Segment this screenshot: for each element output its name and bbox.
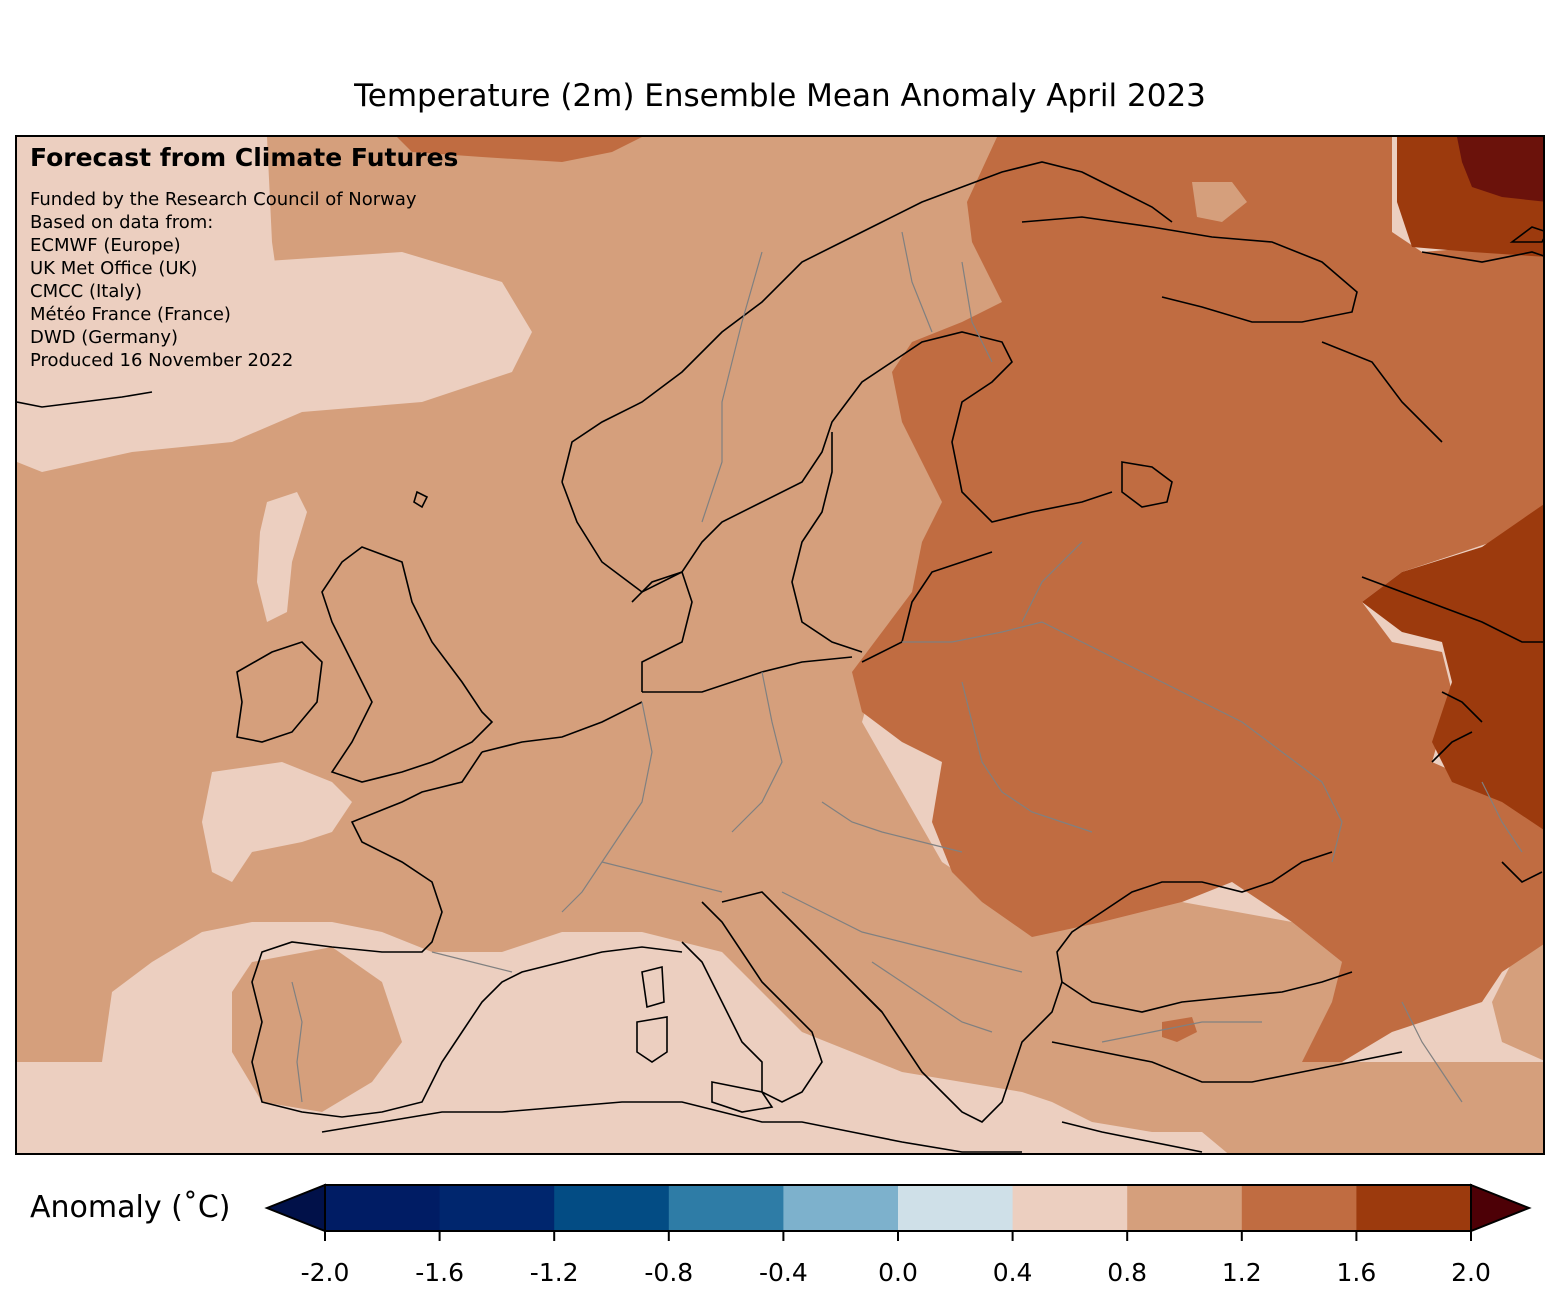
anomaly-region-0.8-1.2-turkey (1162, 1017, 1197, 1042)
info-line-ecmwf: ECMWF (Europe) (30, 235, 181, 256)
colorbar-under-arrow (264, 1183, 326, 1233)
colorbar-tick-label: 0.4 (992, 1258, 1033, 1287)
info-line-based-on: Based on data from: (30, 212, 214, 233)
colorbar-tick-label: -1.6 (415, 1258, 464, 1287)
colorbar-box (898, 1185, 1014, 1231)
colorbar-tick-label: -1.2 (529, 1258, 579, 1287)
colorbar-boxes (325, 1185, 1472, 1231)
anomaly-region-1.6-2.0-ne (1457, 137, 1543, 202)
colorbar-box (325, 1185, 441, 1231)
info-line-cmcc: CMCC (Italy) (30, 281, 143, 302)
anomaly-region-1.2-1.6-east (1362, 504, 1543, 830)
map-title: Temperature (2m) Ensemble Mean Anomaly A… (354, 78, 1206, 114)
anomaly-region-0.0-0.4-atlantic (17, 252, 532, 472)
colorbar-tick-label: -0.8 (644, 1258, 694, 1287)
colorbar-box (1356, 1185, 1472, 1231)
info-line-funding: Funded by the Research Council of Norway (30, 189, 417, 210)
colorbar-box (1127, 1185, 1243, 1231)
colorbar-tick-label: -0.4 (759, 1258, 808, 1287)
anomaly-region-0.4-0.8-iberia (232, 947, 402, 1112)
colorbar-ticks (324, 1231, 1472, 1241)
info-line-meteo-france: Météo France (France) (30, 304, 231, 325)
info-line-produced: Produced 16 November 2022 (30, 350, 294, 371)
anomaly-region-0.8-1.2-north (397, 137, 642, 162)
colorbar-box (1012, 1185, 1128, 1231)
colorbar-tick-label: 1.6 (1336, 1258, 1377, 1287)
anomaly-region-0.0-0.4-blob (257, 492, 307, 622)
info-line-dwd: DWD (Germany) (30, 327, 179, 348)
colorbar-tick-label: -2.0 (300, 1258, 350, 1287)
colorbar-label: Anomaly (˚C) (30, 1190, 231, 1225)
colorbar-tick-label: 2.0 (1451, 1258, 1491, 1287)
colorbar (264, 1183, 1532, 1241)
colorbar-box (1241, 1185, 1357, 1231)
colorbar-tick-label: 0.8 (1107, 1258, 1148, 1287)
colorbar-tick-label: 1.2 (1221, 1258, 1262, 1287)
coastlines (17, 161, 1543, 1153)
colorbar-box (783, 1185, 899, 1231)
anomaly-region-0.0-0.4-biscay (202, 762, 352, 882)
info-line-ukmo: UK Met Office (UK) (30, 258, 198, 279)
country-borders (291, 231, 1523, 1103)
info-box: Forecast from Climate Futures Funded by … (30, 143, 458, 372)
colorbar-box (439, 1185, 555, 1231)
info-heading: Forecast from Climate Futures (30, 143, 459, 172)
anomaly-region-0.4-0.8-se (1492, 944, 1543, 1061)
anomaly-map (17, 137, 1543, 1153)
map-panel (15, 135, 1545, 1155)
colorbar-box (554, 1185, 670, 1231)
anomaly-region-0.4-0.8-barents (1192, 182, 1247, 222)
colorbar-over-arrow (1470, 1183, 1532, 1233)
colorbar-tick-label: 0.0 (878, 1258, 918, 1287)
anomaly-region-0.8-1.2 (852, 137, 1543, 1062)
colorbar-box (668, 1185, 784, 1231)
